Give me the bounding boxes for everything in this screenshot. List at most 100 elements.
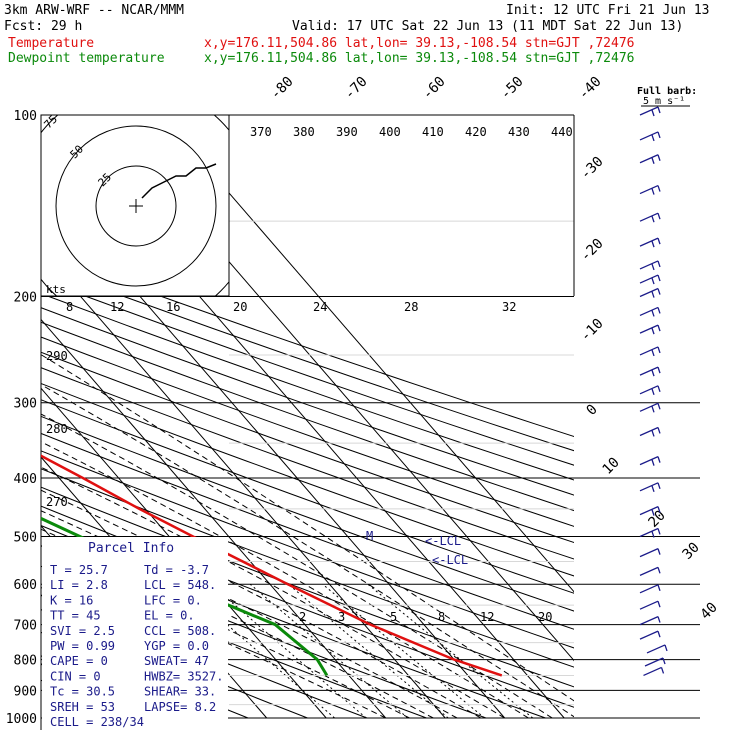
wind-barb-feather-2 [651,263,655,271]
wind-barb-feather [657,584,661,592]
wind-barb-feather [657,616,661,623]
parcel-info-row-8-left: Tc = 30.5 [50,685,115,699]
wind-barb-feather [657,154,661,161]
wind-barb-feather [657,131,661,139]
wind-barb-feather [657,274,661,282]
wind-barb-150 [639,212,661,223]
lcl-marker-1: <-LCL [425,534,461,548]
wind-barb-staff [639,260,659,270]
mixing-ratio-upper-label-24: 24 [313,300,327,314]
pressure-label-200: 200 [14,291,37,306]
parcel-info-row-9-right: LAPSE= 8.2 [144,700,216,714]
mixing-ratio-upper-label-32: 32 [502,300,516,314]
wind-barb-540 [639,548,661,558]
wind-barb-feather [657,630,661,638]
dry-adiabat-430 [41,307,574,496]
wind-barb-staff [639,274,659,284]
parcel-info-row-3-right: EL = 0. [144,609,195,623]
theta-e-label-420: 420 [465,125,487,139]
mixing-ratio-upper-label-8: 8 [66,300,73,314]
wind-barb-staff [639,426,659,437]
isotherm-label-0: 0 [584,402,601,419]
wind-barb-740 [639,630,661,640]
wind-barb-feather-2 [651,388,655,396]
theta-e-label-390: 390 [336,125,358,139]
wind-barb-feather [657,403,661,410]
isotherm-label-30: 30 [680,540,703,563]
mixing-ratio-upper-label-16: 16 [166,300,180,314]
wind-barb-feather [657,366,661,374]
parcel-info-row-10-left: CELL = 238/34 [50,715,144,729]
wind-barb-feather [657,260,661,268]
wind-barb-290 [639,385,661,396]
wind-barb-460 [639,506,661,516]
pressure-label-600: 600 [14,578,37,593]
parcel-info-row-6-right: SWEAT= 47 [144,654,209,668]
wind-barb-feather-2 [651,291,655,298]
wind-barb-staff [639,324,659,334]
theta-e-label-440: 440 [551,125,573,139]
mixing-ratio-lower-label-3: 3 [338,610,345,624]
pressure-label-900: 900 [14,684,37,699]
parcel-info-row-1-left: LI = 2.8 [50,578,108,592]
isotherm-label--60: -60 [420,74,449,103]
pressure-label-1000: 1000 [6,712,37,727]
isotherm-label--70: -70 [342,74,371,103]
parcel-info-background [42,537,228,727]
dry-adiabat-400 [41,351,574,544]
wind-barb-staff [639,212,659,222]
wind-barb-feather [657,528,661,535]
pressure-label-500: 500 [14,530,37,545]
wind-barb-feather [657,288,661,295]
parcel-info-row-4-left: SVI = 2.5 [50,624,115,638]
wind-barb-feather-2 [651,310,655,317]
dry-adiabat-440 [41,292,574,481]
mixing-ratio-upper-label-28: 28 [404,300,418,314]
wind-barb-420 [639,482,661,493]
wind-barb-feather-2 [651,240,655,248]
wind-barb-250 [639,346,661,357]
wind-barb-staff [644,657,664,667]
wind-barb-feather [662,657,666,665]
parcel-info-row-2-right: LFC = 0. [144,593,202,607]
isotherm-50 [161,115,574,593]
dry-adiabat-420 [41,321,574,512]
dewpoint-legend-label: Dewpoint temperature [8,51,165,66]
wind-barb-feather [657,427,661,434]
dewpoint-location: x,y=176.11,504.86 lat,lon= 39.13,-108.54… [204,51,634,66]
theta-e-labels: 370 380 390 400 410 420 430 440 [250,125,573,139]
wind-barb-180 [639,260,661,271]
dewpoint-line [41,516,329,677]
wind-barb-staff [646,644,666,654]
parcel-info-box: Parcel Info T = 25.7 Td = -3.7 LI = 2.8 LCL… [42,537,228,729]
isotherm-label--80: -80 [268,74,297,103]
parcel-info-row-4-right: CCL = 508. [144,624,216,638]
mixing-ratio-lower-label-20: 20 [538,610,552,624]
pressure-label-800: 800 [14,654,37,669]
wind-barb-staff [639,154,659,164]
wind-barb-staff [639,385,659,395]
theta-e-label-400: 400 [379,125,401,139]
wind-barb-feather [657,506,661,513]
parcel-info-row-8-right: SHEAR= 33. [144,685,216,699]
theta-e-label-430: 430 [508,125,530,139]
wind-barb-feather-2 [651,157,655,164]
isotherm-label--20: -20 [578,236,607,265]
mixing-ratio-lower-label-8: 8 [438,610,445,624]
parcel-info-row-0-right: Td = -3.7 [144,563,209,577]
mixing-ratio-lines [180,583,534,719]
model-title: 3km ARW-WRF -- NCAR/MMM [4,3,184,18]
parcel-info-row-5-left: PW = 0.99 [50,639,115,653]
mixing-ratio-lower-label-2: 2 [299,610,306,624]
theta-e-label-370: 370 [250,125,272,139]
wind-barb-staff [639,184,659,195]
temperature-line [41,454,503,677]
wind-barb-215 [639,306,661,317]
parcel-info-row-7-right: HWBZ= 3527. [144,669,223,683]
wind-barb-staff [639,306,659,317]
wind-barb-feather-2 [651,349,655,357]
moist-adiabat-20 [41,466,505,719]
wind-barb-staff [639,600,659,610]
wind-barb-staff [639,527,659,538]
wind-barb-feather-2 [651,109,655,117]
